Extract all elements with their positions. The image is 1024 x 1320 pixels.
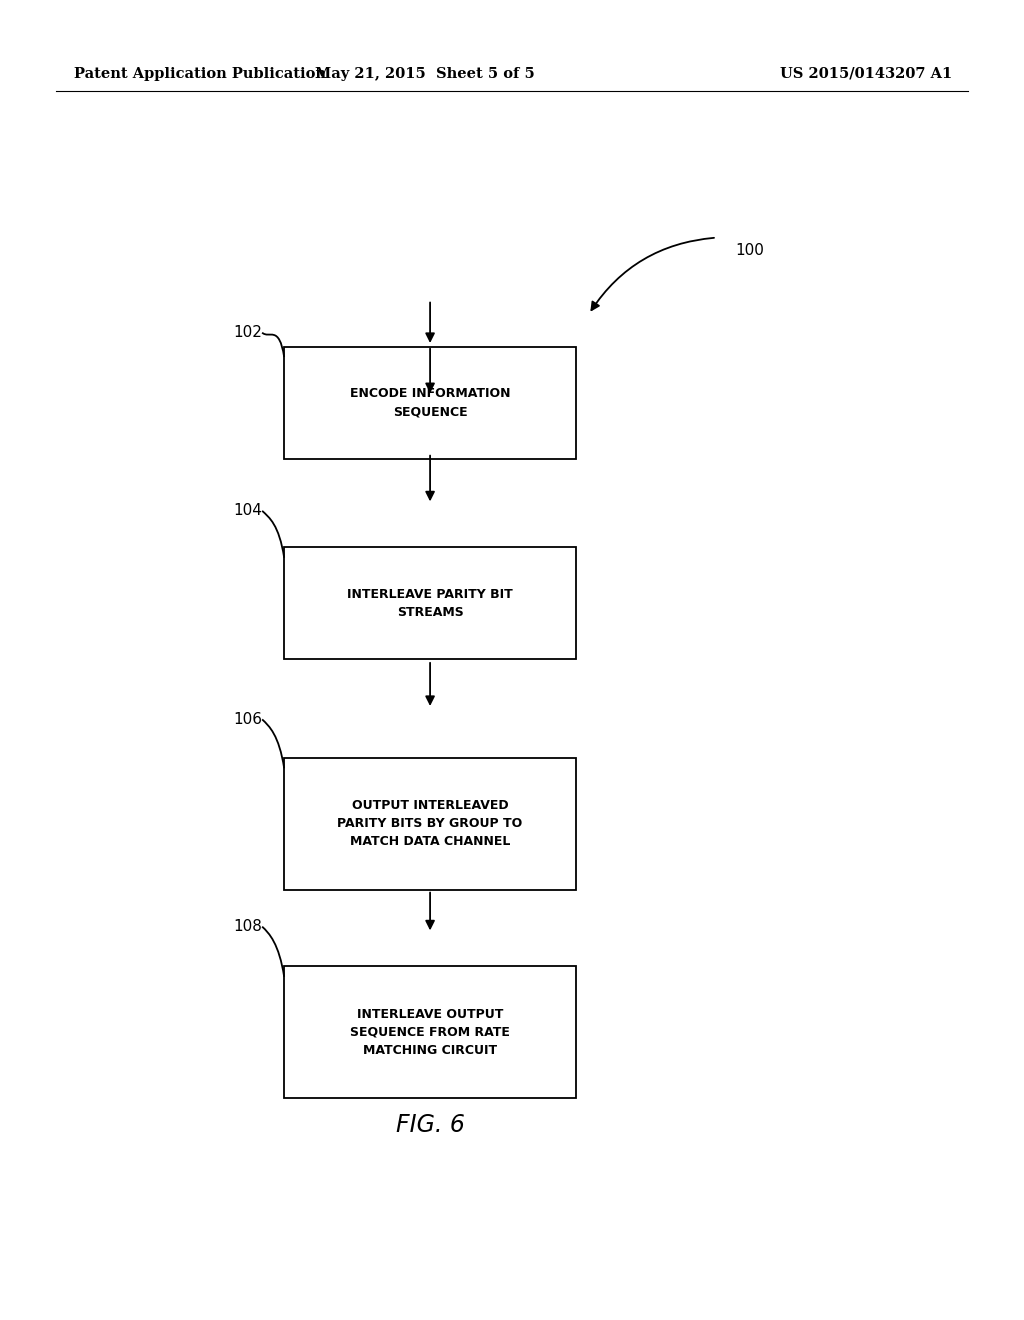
Text: May 21, 2015  Sheet 5 of 5: May 21, 2015 Sheet 5 of 5 xyxy=(315,67,535,81)
Bar xyxy=(284,546,575,659)
Bar xyxy=(284,966,575,1098)
Text: Patent Application Publication: Patent Application Publication xyxy=(74,67,326,81)
Text: 106: 106 xyxy=(233,711,262,727)
Text: 104: 104 xyxy=(233,503,262,519)
Text: 100: 100 xyxy=(735,243,764,259)
Text: ENCODE INFORMATION
SEQUENCE: ENCODE INFORMATION SEQUENCE xyxy=(350,387,510,418)
Text: OUTPUT INTERLEAVED
PARITY BITS BY GROUP TO
MATCH DATA CHANNEL: OUTPUT INTERLEAVED PARITY BITS BY GROUP … xyxy=(338,799,522,849)
Text: 108: 108 xyxy=(233,919,262,935)
Text: 102: 102 xyxy=(233,325,262,341)
Text: INTERLEAVE PARITY BIT
STREAMS: INTERLEAVE PARITY BIT STREAMS xyxy=(347,587,513,619)
Bar xyxy=(284,758,575,890)
Bar xyxy=(284,347,575,459)
Text: FIG. 6: FIG. 6 xyxy=(395,1113,465,1137)
Text: US 2015/0143207 A1: US 2015/0143207 A1 xyxy=(780,67,952,81)
Text: INTERLEAVE OUTPUT
SEQUENCE FROM RATE
MATCHING CIRCUIT: INTERLEAVE OUTPUT SEQUENCE FROM RATE MAT… xyxy=(350,1007,510,1057)
